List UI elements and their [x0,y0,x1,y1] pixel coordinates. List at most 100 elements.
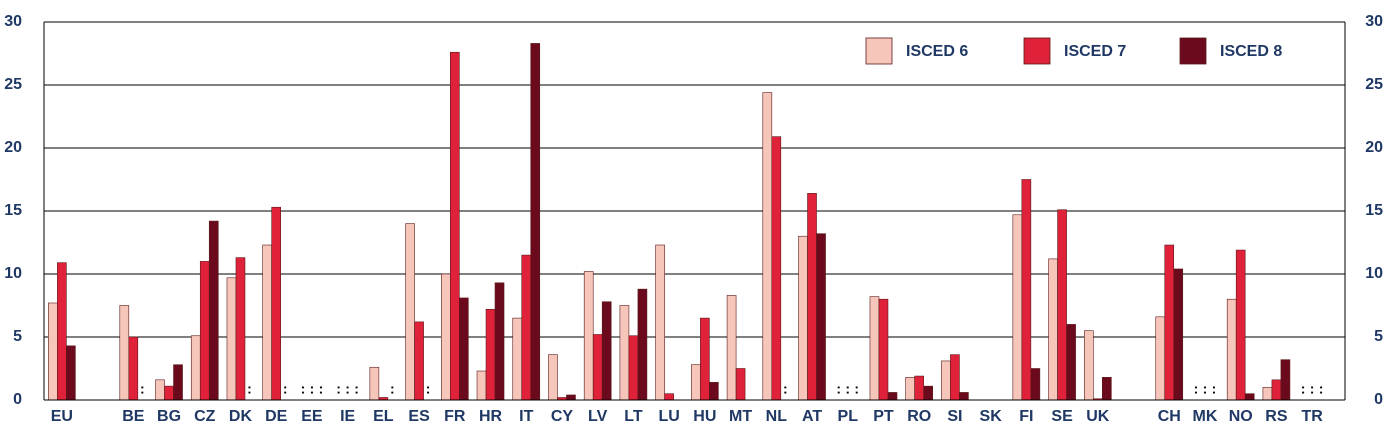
x-tick-label: EE [301,408,323,425]
bar [1048,258,1058,401]
legend-swatch [865,37,893,65]
missing-label: : [845,381,850,397]
bar [628,335,639,401]
missing-label: : [140,381,145,397]
bar [691,364,701,401]
x-tick-label: LT [624,408,643,425]
bar [173,364,183,401]
bar [405,223,415,401]
bar [1262,387,1273,401]
missing-label: : [1212,381,1217,397]
bar [1280,359,1291,401]
missing-label: : [390,381,395,397]
x-tick-label: DE [265,408,288,425]
bar [155,379,165,401]
legend-label: ISCED 7 [1064,43,1126,60]
bar [1030,368,1041,401]
missing-label: : [301,381,306,397]
bar [941,360,951,401]
y-tick-label: 20 [4,139,22,156]
bar [235,257,246,401]
missing-label: : [283,381,288,397]
bar [1164,244,1175,401]
x-tick-label: DK [229,408,253,425]
x-tick-label: HR [479,408,503,425]
bar [664,393,674,401]
bar [226,277,237,401]
bar [887,392,898,401]
missing-label: : [319,381,324,397]
bar [950,354,960,401]
bar [1012,214,1023,401]
bar [494,282,505,401]
missing-label: : [345,381,350,397]
x-tick-label: CY [551,408,574,425]
x-tick-label: BG [157,408,181,425]
x-tick-label: LV [588,408,608,425]
bar [655,244,665,401]
bar [1235,249,1246,401]
missing-label: : [1203,381,1208,397]
bar [450,51,460,401]
x-tick-label: IE [340,408,355,425]
legend-swatch [1023,37,1051,65]
bar [119,305,130,401]
legend-label: ISCED 8 [1220,43,1282,60]
bar [566,394,576,401]
y-tick-label: 15 [4,202,22,219]
bar [726,295,737,401]
bar [48,302,58,401]
bar [1226,298,1237,401]
missing-label: : [1319,381,1324,397]
x-tick-label: MT [729,408,752,425]
bar [208,220,219,401]
y-tick-label: 0 [13,391,22,408]
bar [548,354,558,401]
bar [637,288,648,401]
bar [1021,179,1032,401]
bar [530,43,541,401]
bar [521,254,532,401]
bar [512,317,523,401]
x-tick-label: PT [873,408,894,425]
y-tick-label: 30 [4,13,22,30]
y2-tick-label: 15 [1365,202,1383,219]
missing-label: : [247,381,252,397]
bar [583,271,594,401]
missing-label: : [426,381,431,397]
bar [271,206,281,401]
y2-tick-label: 10 [1365,265,1383,282]
bar [762,92,773,401]
bar [164,385,174,401]
bar [601,301,612,401]
bar [959,392,969,401]
x-tick-label: CZ [194,408,216,425]
bar [1173,268,1184,401]
bar [441,273,451,401]
x-tick-label: CH [1158,408,1181,425]
x-tick-label: HU [693,408,716,425]
missing-label: : [854,381,859,397]
bar [1102,377,1112,401]
bar [1244,393,1255,401]
y2-tick-label: 20 [1365,139,1383,156]
x-tick-label: EU [51,408,73,425]
bar [485,308,496,401]
y-tick-label: 5 [13,328,22,345]
bar [262,244,272,401]
x-tick-label: IT [519,408,533,425]
x-tick-label: EL [373,408,394,425]
x-tick-label: SK [980,408,1003,425]
bar [414,321,424,401]
bar [700,317,710,401]
legend-swatch [1179,37,1207,65]
y2-tick-label: 0 [1374,391,1383,408]
x-tick-label: ES [408,408,430,425]
bar [869,296,880,401]
y2-tick-label: 5 [1374,328,1383,345]
missing-label: : [336,381,341,397]
bar [1066,324,1076,401]
x-tick-label: PL [838,408,859,425]
bar [592,334,603,401]
